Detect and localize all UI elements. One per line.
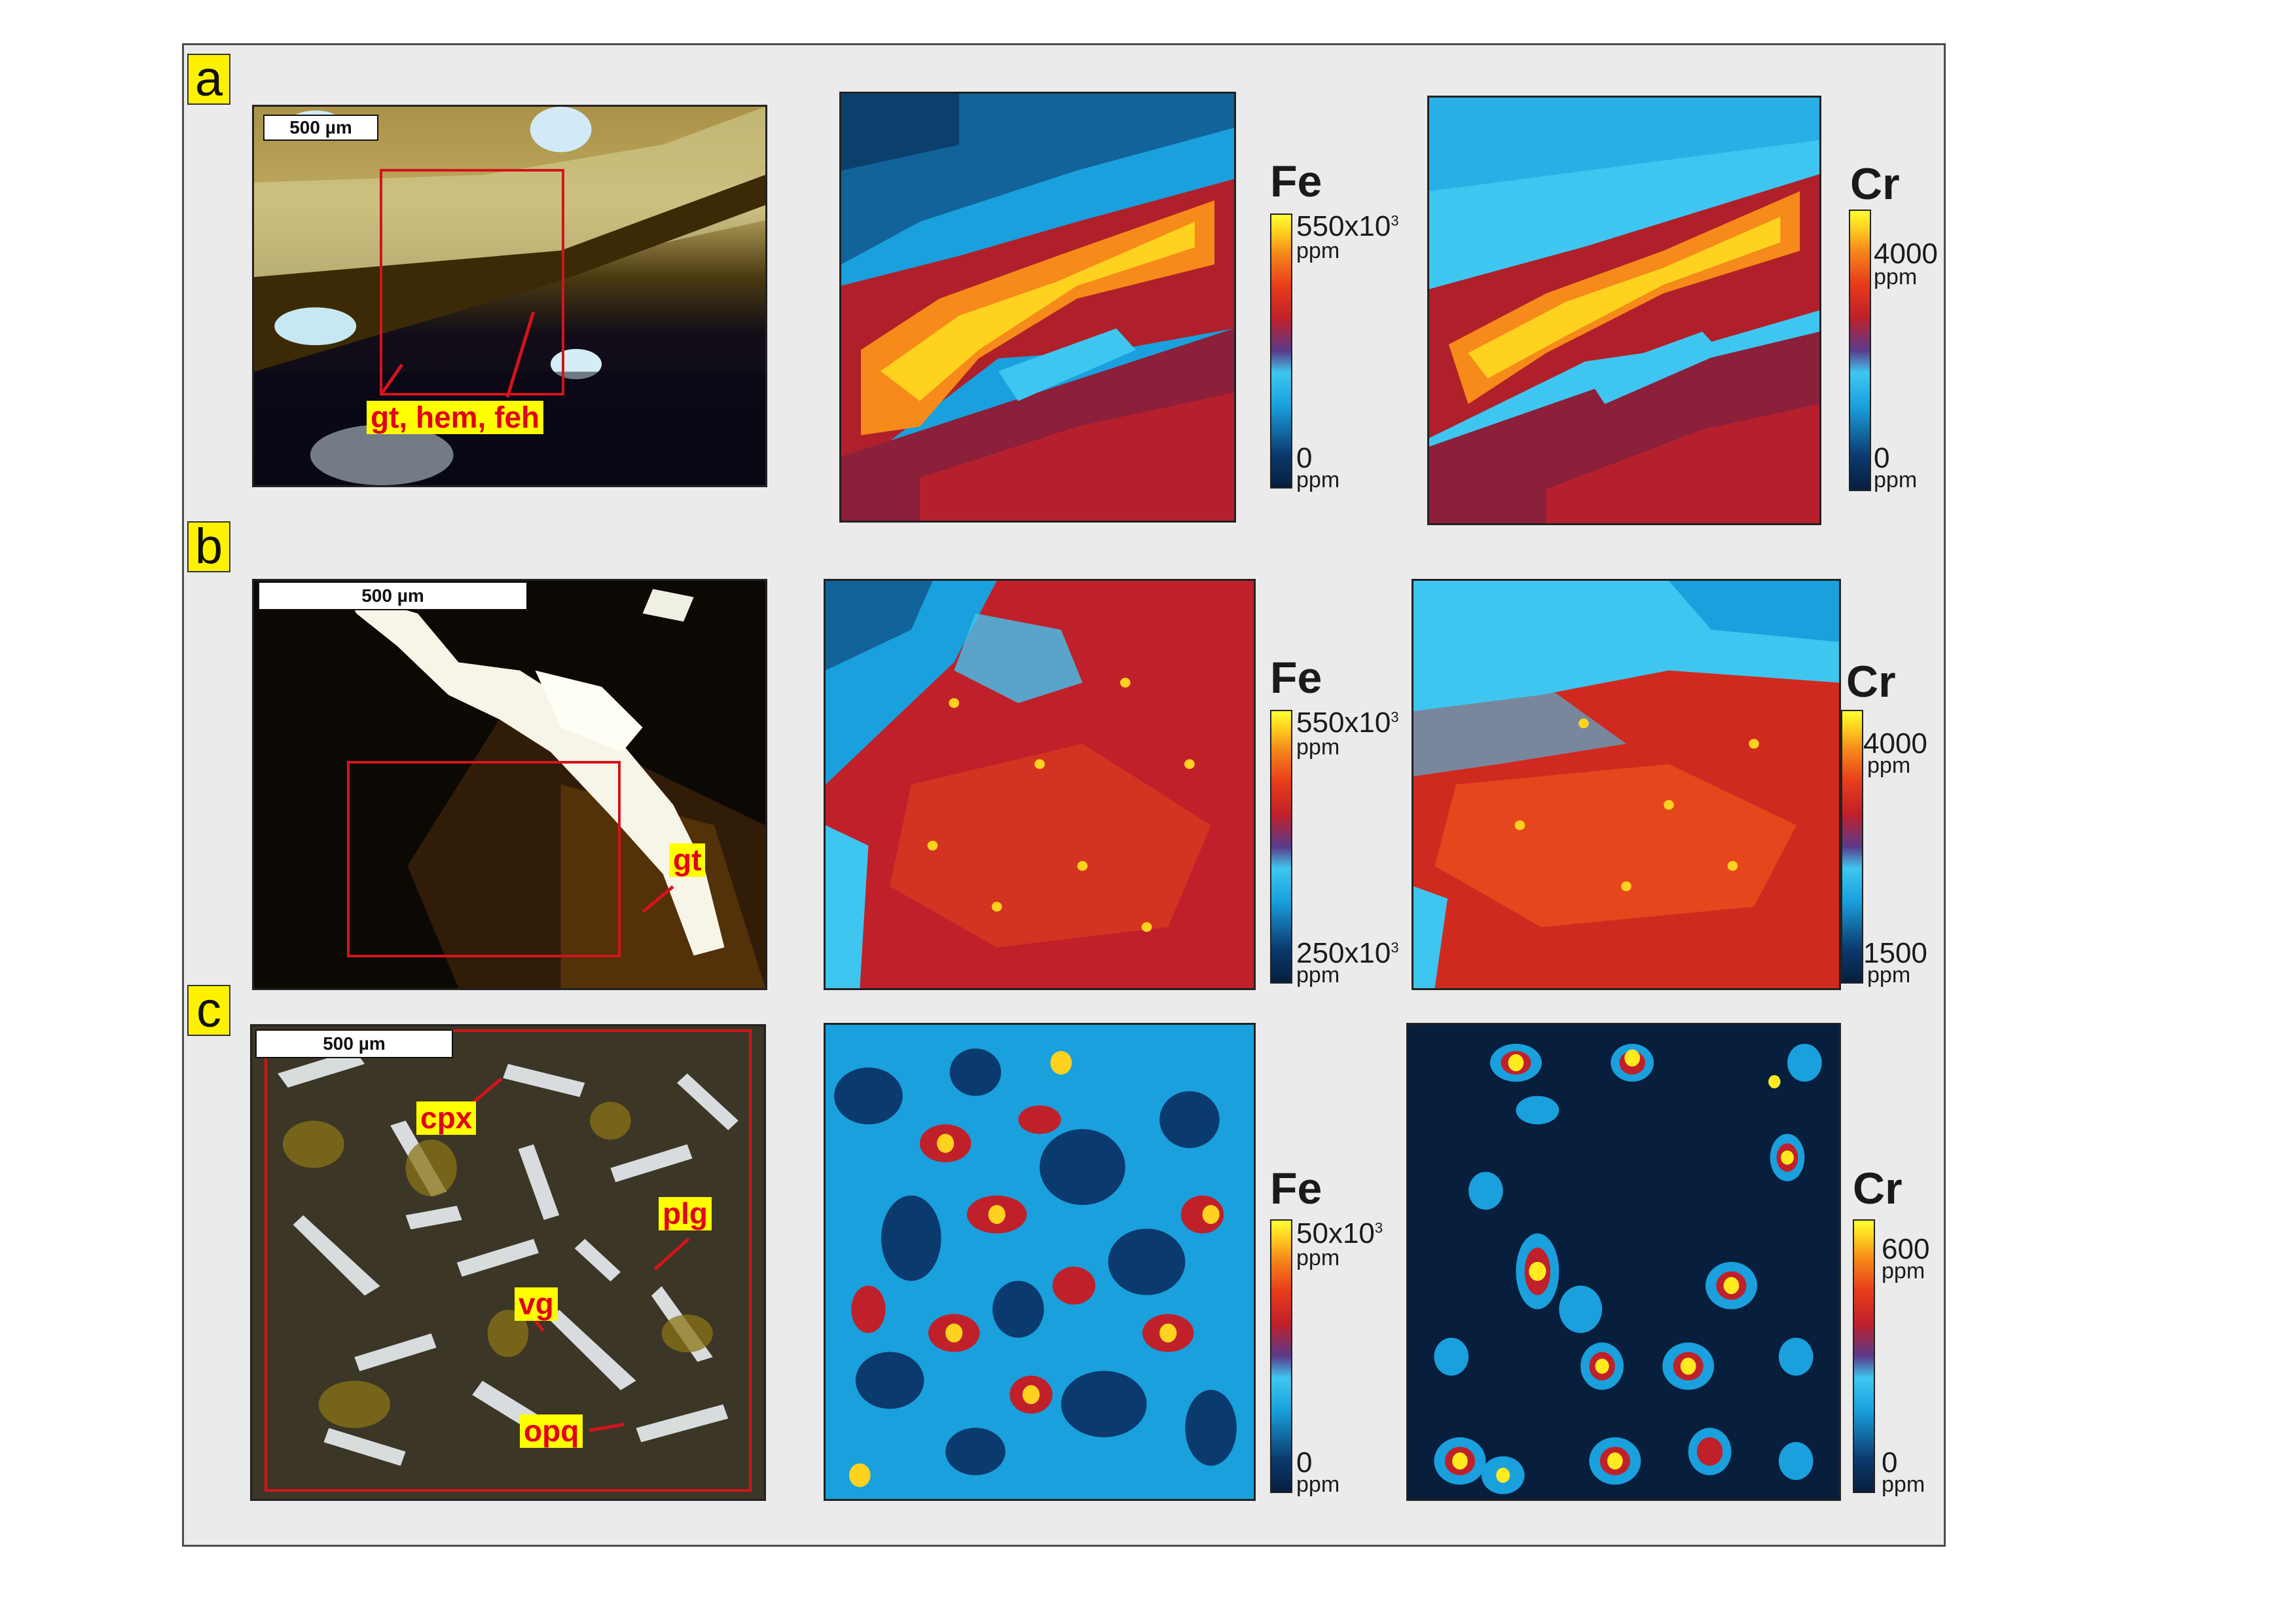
colorbar-max-unit-fe-b: ppm — [1296, 735, 1340, 760]
roi-box-a — [380, 169, 564, 396]
fe-map-a — [839, 92, 1236, 523]
roi-box-b — [347, 761, 621, 957]
colorbar-min-unit-fe-a: ppm — [1296, 468, 1340, 492]
colorbar-max-cr-b: 4000 — [1863, 728, 1927, 760]
element-label-cr-a: Cr — [1850, 159, 1900, 209]
colorbar-min-cr-c: 0 — [1882, 1447, 1898, 1479]
scale-bar-a: 500 µm — [263, 115, 378, 141]
roi-box-c — [264, 1029, 752, 1492]
element-label-cr-c: Cr — [1853, 1164, 1903, 1213]
colorbar-max-unit-cr-b: ppm — [1867, 753, 1911, 778]
colorbar-min-unit-cr-a: ppm — [1874, 468, 1918, 492]
panel-letter-c: c — [187, 985, 230, 1036]
colorbar-min-fe-c: 0 — [1296, 1447, 1313, 1479]
colorbar-max-unit-fe-a: ppm — [1296, 238, 1340, 263]
colorbar-max-fe-c: 50x103 — [1296, 1217, 1383, 1249]
colorbar-min-cr-a: 0 — [1874, 442, 1890, 474]
colorbar-min-unit-fe-c: ppm — [1296, 1472, 1340, 1497]
mineral-label-gt-hem-feh: gt, hem, feh — [367, 401, 544, 434]
colorbar-cr-b — [1841, 710, 1863, 984]
element-label-cr-b: Cr — [1846, 657, 1896, 707]
fe-map-c — [824, 1023, 1256, 1501]
element-label-fe-c: Fe — [1270, 1164, 1322, 1213]
colorbar-min-unit-fe-b: ppm — [1296, 963, 1340, 987]
element-label-fe-a: Fe — [1270, 157, 1322, 206]
colorbar-max-unit-cr-c: ppm — [1882, 1259, 1925, 1283]
colorbar-min-cr-b: 1500 — [1863, 937, 1927, 969]
colorbar-cr-a — [1849, 210, 1871, 491]
micrograph-c — [250, 1024, 766, 1501]
mineral-label-cpx: cpx — [416, 1101, 477, 1135]
mineral-label-plg: plg — [659, 1197, 712, 1230]
colorbar-fe-c — [1270, 1219, 1292, 1493]
panel-letter-b: b — [187, 521, 230, 572]
colorbar-fe-b — [1270, 710, 1292, 984]
mineral-label-gt: gt — [669, 843, 706, 877]
mineral-label-opq: opq — [520, 1414, 583, 1448]
colorbar-max-cr-c: 600 — [1882, 1233, 1930, 1265]
colorbar-max-unit-fe-c: ppm — [1296, 1246, 1340, 1270]
mineral-label-vg: vg — [515, 1287, 558, 1321]
scale-bar-c: 500 µm — [255, 1029, 453, 1058]
colorbar-max-unit-cr-a: ppm — [1874, 265, 1918, 289]
element-label-fe-b: Fe — [1270, 653, 1322, 703]
cr-map-b — [1412, 579, 1841, 990]
colorbar-min-unit-cr-b: ppm — [1867, 963, 1911, 987]
micrograph-b — [252, 579, 767, 990]
cr-map-c — [1406, 1023, 1841, 1501]
colorbar-min-fe-b: 250x103 — [1296, 937, 1399, 969]
fe-map-b — [824, 579, 1256, 990]
colorbar-cr-c — [1853, 1219, 1875, 1493]
colorbar-min-unit-cr-c: ppm — [1882, 1472, 1925, 1497]
cr-map-a — [1427, 96, 1821, 525]
colorbar-fe-a — [1270, 213, 1292, 489]
colorbar-max-cr-a: 4000 — [1874, 238, 1938, 270]
colorbar-min-fe-a: 0 — [1296, 442, 1313, 474]
colorbar-max-fe-b: 550x103 — [1296, 707, 1399, 739]
panel-letter-a: a — [187, 54, 230, 105]
colorbar-max-fe-a: 550x103 — [1296, 210, 1399, 242]
scale-bar-b: 500 µm — [258, 581, 528, 610]
